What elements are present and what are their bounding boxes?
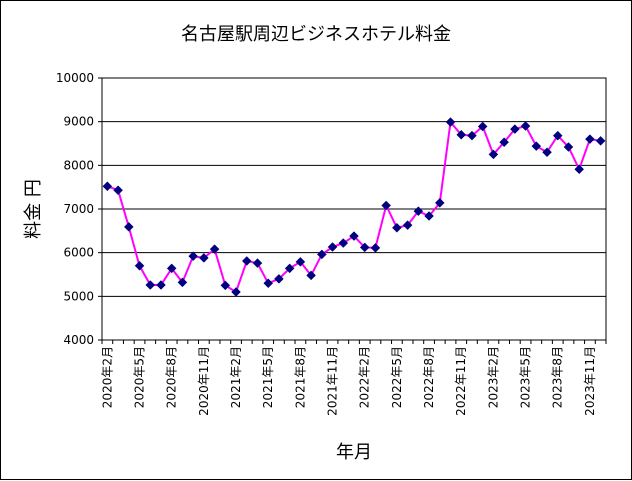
data-point [402, 220, 413, 231]
y-tick-label: 10000 [56, 71, 94, 85]
data-point [156, 280, 166, 290]
x-tick-label: 2021年8月 [293, 346, 307, 408]
x-tick-label: 2023年5月 [519, 346, 533, 408]
data-point [595, 136, 606, 146]
data-point [413, 206, 424, 217]
y-axis-title: 料金 円 [23, 179, 44, 239]
x-tick-label: 2020年8月 [165, 346, 179, 408]
data-point [274, 274, 284, 284]
data-point [477, 121, 488, 132]
x-tick-label: 2021年2月 [229, 346, 243, 408]
data-point [392, 222, 402, 233]
data-point [327, 242, 338, 252]
series-layer [102, 117, 606, 297]
data-point [295, 256, 306, 267]
y-tick-label: 6000 [63, 246, 94, 260]
data-point [574, 164, 585, 175]
x-tick-label: 2021年5月 [261, 346, 275, 408]
data-point [306, 270, 316, 281]
data-point [542, 147, 552, 158]
data-point [284, 263, 295, 274]
x-tick-label: 2022年2月 [358, 346, 372, 408]
x-tick-label: 2022年8月 [422, 346, 436, 408]
grid-lines [102, 121, 606, 297]
data-point [531, 141, 542, 151]
data-point [231, 287, 241, 297]
y-tick-label: 9000 [63, 115, 94, 129]
data-point [134, 260, 145, 271]
data-point [199, 253, 209, 263]
data-point [209, 244, 220, 255]
data-point [488, 149, 499, 160]
y-tick-label: 8000 [63, 158, 94, 172]
data-point [252, 258, 263, 269]
data-point [188, 251, 199, 262]
data-point [434, 198, 445, 208]
data-point [145, 280, 156, 290]
data-point [563, 142, 574, 152]
data-point [552, 130, 563, 141]
data-point [499, 137, 509, 148]
data-point [381, 200, 392, 211]
data-point [316, 249, 327, 260]
chart-title: 名古屋駅周辺ビジネスホテル料金 [181, 24, 451, 45]
data-point [263, 278, 274, 289]
x-tick-label: 2020年11月 [197, 346, 211, 416]
x-tick-label: 2022年11月 [454, 346, 468, 416]
x-tick-label: 2023年8月 [551, 346, 565, 408]
x-tick-label: 2020年5月 [133, 346, 147, 408]
series-line [107, 119, 601, 294]
y-tick-label: 5000 [63, 289, 94, 303]
x-axis-ticks: 2020年2月 2020年5月 2020年8月 2020年11月 2021年2月 2021… [100, 340, 607, 416]
data-point [456, 129, 467, 140]
data-point [123, 222, 134, 232]
data-point [241, 256, 252, 266]
data-point [349, 231, 359, 241]
data-point [467, 130, 477, 141]
x-tick-label: 2023年11月 [583, 346, 597, 416]
data-point [177, 277, 188, 288]
x-tick-label: 2022年5月 [390, 346, 404, 408]
data-point [166, 263, 177, 274]
data-point [370, 243, 381, 253]
x-tick-label: 2021年11月 [326, 346, 340, 416]
data-point [424, 211, 434, 221]
data-point [338, 238, 349, 248]
data-point [359, 242, 370, 253]
data-point [585, 134, 595, 144]
y-tick-label: 4000 [63, 333, 94, 347]
x-axis-title: 年月 [336, 442, 372, 463]
y-tick-label: 7000 [63, 202, 94, 216]
data-point [102, 181, 113, 192]
data-point [220, 280, 231, 291]
x-tick-label: 2020年2月 [100, 346, 114, 408]
x-tick-label: 2023年2月 [486, 346, 500, 408]
data-point [113, 185, 123, 196]
data-point [445, 117, 456, 127]
data-point [509, 124, 520, 134]
data-point [520, 121, 531, 131]
y-axis-ticks: 4000 5000 6000 7000 8000 9000 10000 [56, 71, 102, 347]
